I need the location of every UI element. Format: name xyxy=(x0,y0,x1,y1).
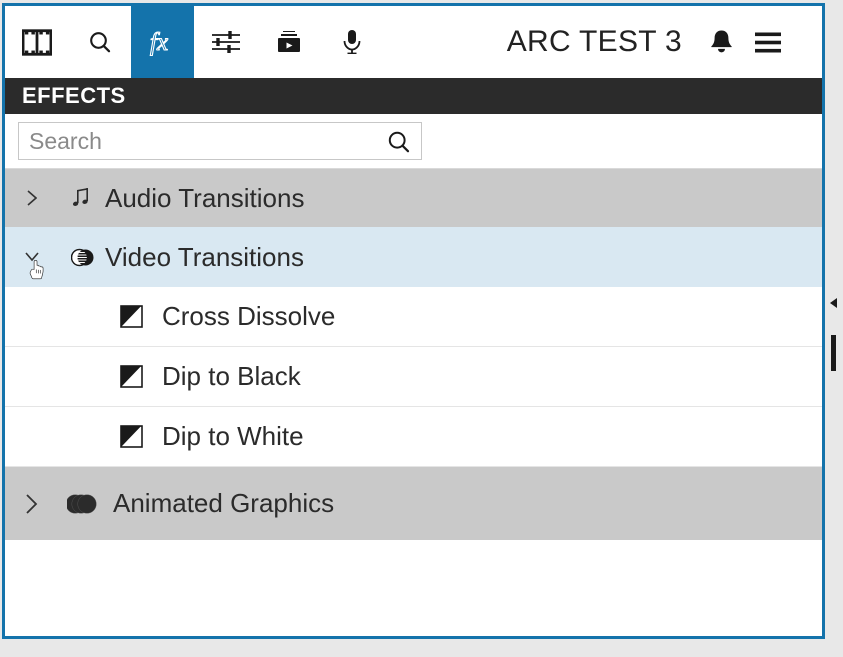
svg-text:fx: fx xyxy=(150,29,168,56)
